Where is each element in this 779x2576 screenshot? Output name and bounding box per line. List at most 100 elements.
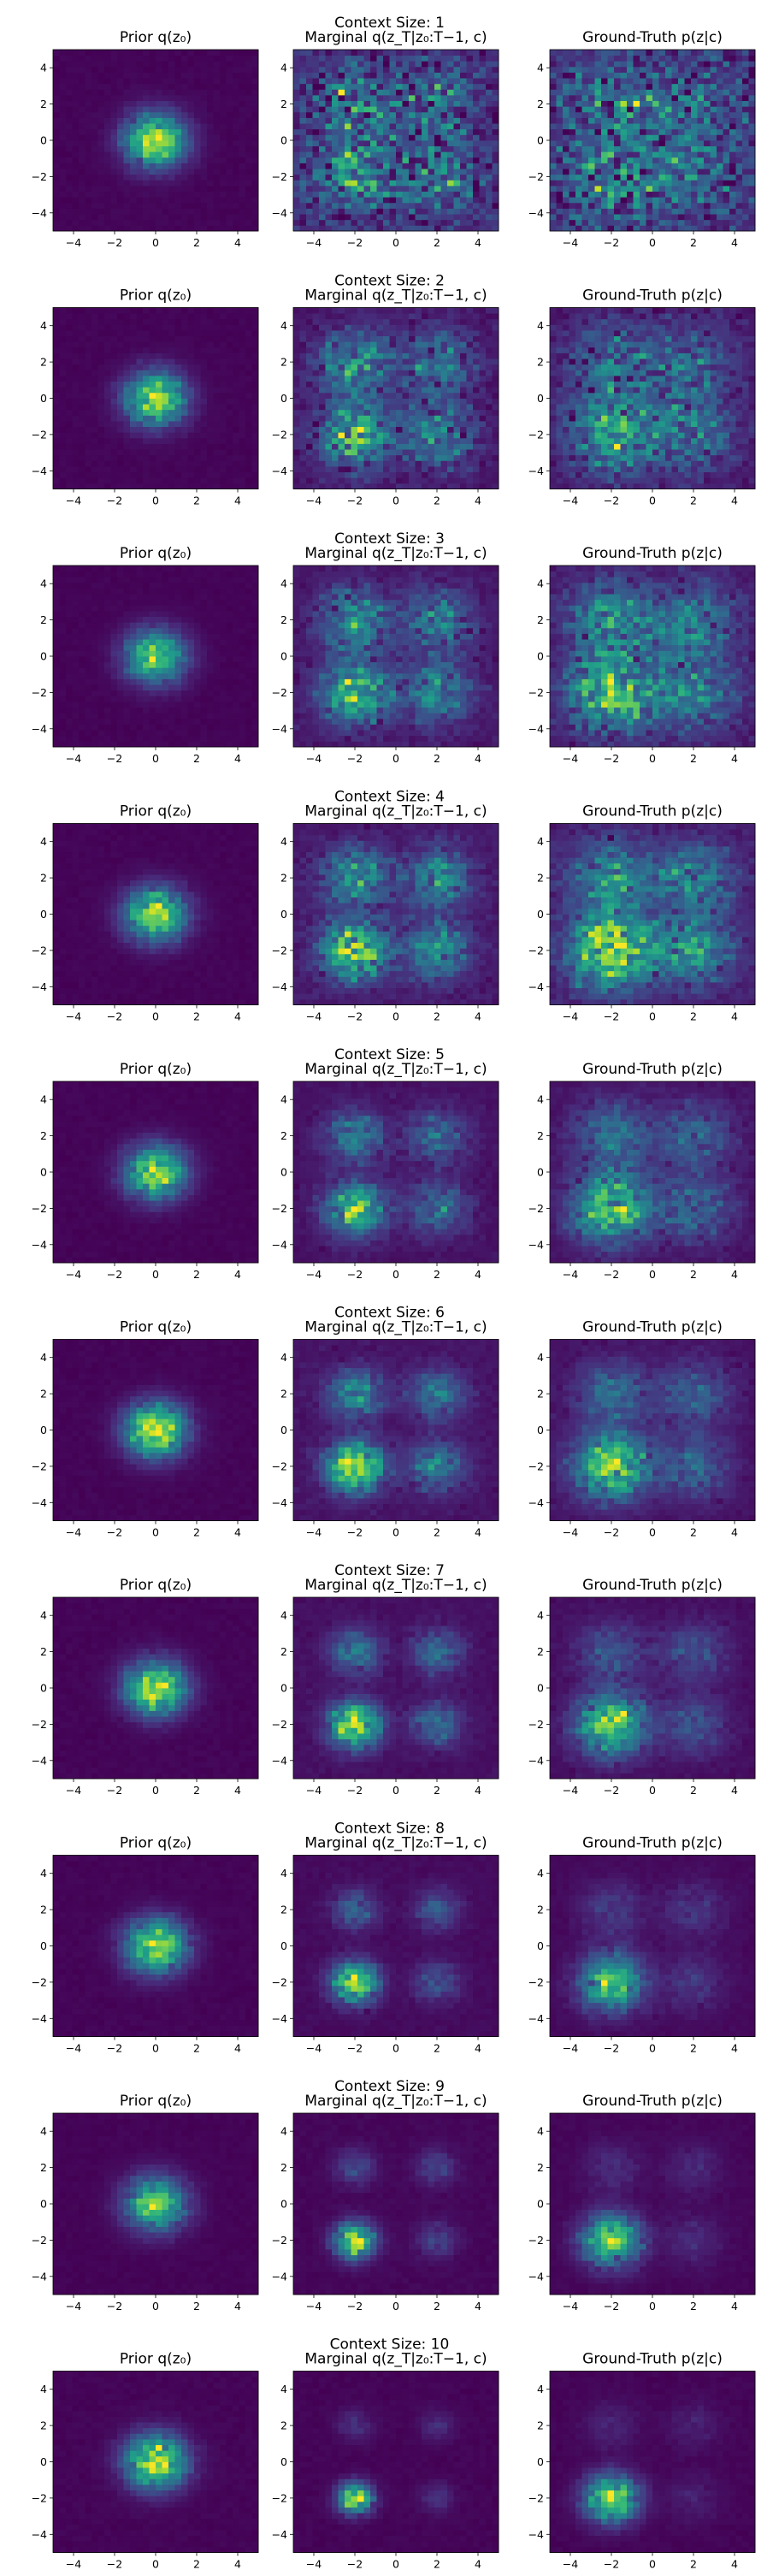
heatmap-cell	[175, 410, 182, 416]
heatmap-cell	[201, 319, 208, 325]
heatmap-cell	[621, 151, 628, 157]
heatmap-cell	[104, 78, 111, 84]
heatmap-cell	[652, 157, 659, 163]
heatmap-cell	[79, 180, 86, 186]
heatmap-cell	[717, 61, 723, 67]
heatmap-cell	[79, 175, 86, 181]
heatmap-cell	[326, 61, 333, 67]
heatmap-cell	[143, 140, 150, 146]
heatmap-cell	[293, 89, 300, 95]
heatmap-cell	[98, 477, 105, 483]
heatmap-cell	[137, 393, 144, 399]
heatmap-cell	[621, 220, 628, 226]
heatmap-cell	[53, 84, 60, 90]
heatmap-cell	[434, 134, 441, 140]
heatmap-cell	[601, 112, 608, 118]
heatmap-cell	[595, 163, 602, 169]
heatmap-cell	[220, 197, 227, 203]
heatmap-cell	[467, 220, 474, 226]
heatmap-cell	[117, 134, 124, 140]
heatmap-cell	[447, 146, 454, 152]
heatmap-cell	[252, 347, 259, 353]
heatmap-cell	[175, 399, 182, 405]
heatmap-cell	[201, 169, 208, 175]
heatmap-cell	[441, 101, 448, 107]
heatmap-cell	[207, 324, 214, 330]
heatmap-cell	[79, 324, 86, 330]
heatmap-cell	[143, 214, 150, 220]
heatmap-cell	[194, 353, 201, 359]
heatmap-cell	[175, 169, 182, 175]
heatmap-cell	[66, 308, 73, 314]
heatmap-cell	[736, 134, 743, 140]
heatmap-cell	[460, 84, 467, 90]
heatmap-cell	[729, 163, 736, 169]
heatmap-cell	[175, 214, 182, 220]
heatmap-cell	[252, 460, 259, 466]
heatmap-cell	[493, 151, 499, 157]
heatmap-cell	[434, 477, 441, 483]
heatmap-cell	[86, 157, 92, 163]
heatmap-cell	[150, 427, 156, 433]
heatmap-cell	[53, 472, 60, 478]
heatmap-cell	[345, 61, 351, 67]
heatmap-cell	[396, 73, 403, 79]
heatmap-cell	[79, 364, 86, 370]
x-tick-label: 4	[731, 236, 738, 249]
heatmap-cell	[377, 89, 384, 95]
heatmap-cell	[60, 393, 67, 399]
heatmap-cell	[339, 169, 345, 175]
heatmap-cell	[214, 89, 221, 95]
heatmap-cell	[416, 220, 422, 226]
heatmap-cell	[569, 78, 576, 84]
heatmap-cell	[640, 225, 646, 231]
heatmap-cell	[370, 151, 377, 157]
heatmap-cell	[634, 146, 640, 152]
heatmap-cell	[137, 432, 144, 438]
heatmap-cell	[86, 376, 92, 382]
heatmap-cell	[66, 169, 73, 175]
heatmap-cell	[245, 134, 252, 140]
heatmap-cell	[428, 180, 435, 186]
heatmap-cell	[364, 118, 371, 124]
heatmap-cell	[678, 157, 685, 163]
heatmap-cell	[66, 197, 73, 203]
heatmap-cell	[252, 353, 259, 359]
heatmap-cell	[621, 192, 628, 198]
heatmap-cell	[143, 192, 150, 198]
heatmap-cell	[627, 151, 634, 157]
heatmap-cell	[194, 192, 201, 198]
heatmap-cell	[717, 197, 723, 203]
heatmap-cell	[550, 220, 557, 226]
heatmap-cell	[563, 220, 569, 226]
heatmap-cell	[104, 146, 111, 152]
heatmap-cell	[698, 192, 705, 198]
heatmap-cell	[563, 134, 569, 140]
heatmap-cell	[447, 118, 454, 124]
heatmap-cell	[357, 123, 364, 129]
heatmap-cell	[569, 106, 576, 112]
heatmap-cell	[569, 84, 576, 90]
heatmap-cell	[66, 341, 73, 347]
heatmap-cell	[563, 129, 569, 135]
heatmap-cell	[150, 324, 156, 330]
heatmap-cell	[557, 163, 564, 169]
heatmap-cell	[117, 370, 124, 376]
heatmap-cell	[91, 444, 98, 450]
heatmap-cell	[563, 140, 569, 146]
heatmap-cell	[117, 410, 124, 416]
heatmap-cell	[98, 432, 105, 438]
heatmap-cell	[480, 112, 487, 118]
heatmap-cell	[588, 67, 595, 73]
heatmap-cell	[91, 73, 98, 79]
heatmap-cell	[66, 432, 73, 438]
heatmap-cell	[124, 50, 131, 56]
heatmap-cell	[332, 106, 339, 112]
heatmap-cell	[339, 67, 345, 73]
heatmap-cell	[214, 449, 221, 455]
heatmap-cell	[723, 214, 730, 220]
heatmap-cell	[601, 140, 608, 146]
heatmap-cell	[428, 140, 435, 146]
heatmap-cell	[60, 106, 67, 112]
heatmap-cell	[150, 376, 156, 382]
